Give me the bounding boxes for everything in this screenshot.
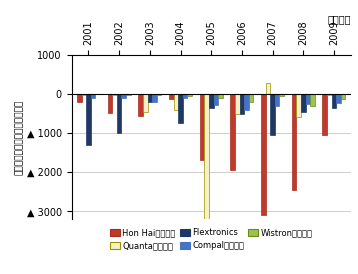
Bar: [280, 94, 284, 96]
Bar: [126, 94, 131, 95]
Bar: [336, 94, 341, 102]
Bar: [231, 94, 235, 170]
Bar: [209, 94, 213, 108]
Bar: [332, 94, 336, 108]
Bar: [183, 94, 188, 98]
Bar: [152, 94, 157, 102]
Bar: [121, 94, 126, 98]
Bar: [213, 94, 218, 105]
Bar: [82, 94, 86, 95]
Bar: [327, 94, 332, 95]
Bar: [86, 94, 91, 145]
Bar: [157, 94, 161, 95]
Bar: [310, 94, 315, 107]
Bar: [301, 94, 306, 112]
Bar: [117, 94, 121, 133]
Bar: [306, 94, 310, 104]
Bar: [204, 94, 209, 274]
Bar: [275, 94, 280, 106]
Bar: [240, 94, 244, 113]
Legend: Hon Hai（鸿海）, Quanta（廣達）, Flextronics, Compal（仁寳）, Wistron（緯創）: Hon Hai（鸿海）, Quanta（廣達）, Flextronics, Co…: [110, 228, 313, 250]
Bar: [200, 94, 204, 161]
Bar: [218, 94, 223, 98]
Bar: [323, 94, 327, 135]
Bar: [341, 94, 345, 99]
Bar: [249, 94, 253, 102]
Text: （年度）: （年度）: [327, 14, 351, 24]
Bar: [91, 94, 95, 98]
Bar: [270, 94, 275, 135]
Bar: [112, 94, 117, 95]
Bar: [235, 94, 240, 113]
Bar: [292, 94, 296, 190]
Bar: [174, 94, 178, 110]
Bar: [261, 94, 266, 215]
Bar: [77, 94, 82, 102]
Bar: [178, 94, 183, 123]
Bar: [108, 94, 112, 113]
Bar: [147, 94, 152, 102]
Bar: [296, 94, 301, 118]
Y-axis label: 投資キャッシュフロー（億円）: 投資キャッシュフロー（億円）: [15, 99, 24, 175]
Bar: [143, 94, 147, 112]
Bar: [169, 94, 174, 99]
Bar: [138, 94, 143, 116]
Bar: [266, 83, 270, 94]
Bar: [188, 94, 192, 96]
Bar: [244, 94, 249, 110]
